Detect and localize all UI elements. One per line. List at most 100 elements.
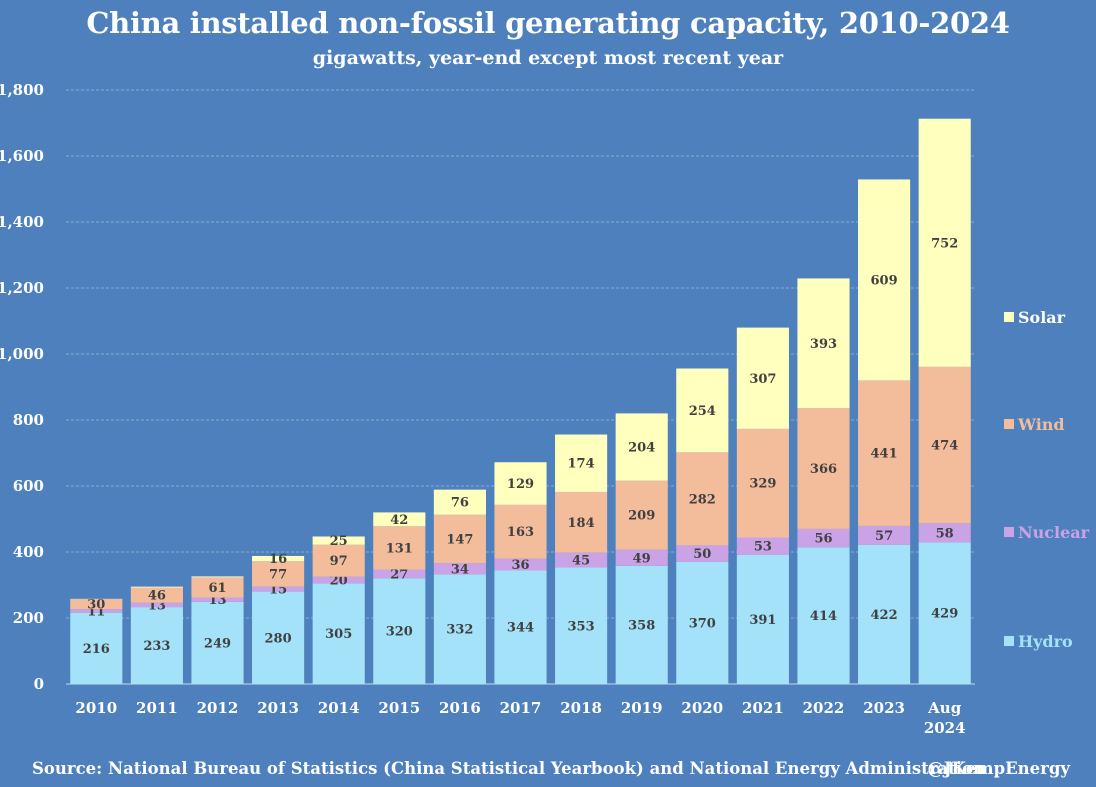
data-label-hydro: 353 (568, 619, 595, 634)
bar-segment-wind (555, 491, 608, 553)
bar-segment-nuclear (70, 609, 123, 613)
legend: Solar Wind Nuclear Hydro (1004, 308, 1090, 651)
bar-segment-nuclear (130, 602, 183, 608)
bar-segment-nuclear (918, 523, 971, 543)
x-tick-label: 2013 (257, 699, 299, 717)
legend-swatch-solar (1004, 312, 1014, 322)
bar-segment-nuclear (373, 569, 426, 579)
x-tick-label: 2014 (318, 699, 360, 717)
y-tick-label: 600 (13, 477, 44, 495)
bar-segment-solar (494, 462, 547, 505)
x-tick-label: 2020 (681, 699, 723, 717)
bar-segment-nuclear (433, 563, 486, 575)
y-tick-label: 0 (34, 675, 44, 693)
bar-segment-solar (373, 512, 426, 527)
data-label-hydro: 422 (871, 608, 898, 623)
bar-segment-nuclear (191, 597, 244, 602)
data-label-hydro: 414 (810, 609, 837, 624)
bar-segment-solar (676, 368, 729, 453)
bar-segment-hydro (615, 565, 668, 684)
data-label-solar: 42 (390, 513, 408, 528)
data-label-wind: 366 (810, 462, 837, 477)
bar-segment-nuclear (555, 552, 608, 568)
data-label-hydro: 344 (507, 621, 534, 636)
bar-segment-solar (191, 576, 244, 578)
x-tick-label: Aug 2024 (924, 699, 966, 737)
author-handle: @JKempEnergy (927, 759, 1070, 778)
data-label-wind: 329 (749, 477, 776, 492)
data-label-nuclear: 36 (511, 558, 529, 573)
bar-segment-nuclear (252, 586, 305, 592)
bar-segment-solar (312, 536, 365, 545)
x-tick-label: 2018 (560, 699, 602, 717)
data-label-solar: 254 (689, 404, 716, 419)
bar-segment-hydro (797, 547, 850, 684)
data-label-nuclear: 50 (693, 547, 711, 562)
data-label-nuclear: 27 (390, 567, 408, 582)
data-label-wind: 282 (689, 492, 716, 507)
bar-segment-hydro (494, 570, 547, 684)
data-label-wind: 30 (87, 598, 105, 613)
bars: 2161130233134624913612801577163052097253… (70, 118, 971, 684)
x-tick-label: 2015 (378, 699, 420, 717)
x-tick-label: 2010 (75, 699, 117, 717)
source-note: Source: National Bureau of Statistics (C… (32, 759, 986, 778)
bar-segment-solar (797, 278, 850, 409)
bar-segment-nuclear (736, 537, 789, 555)
data-label-hydro: 320 (386, 625, 413, 640)
bar-segment-wind (615, 480, 668, 550)
x-tick-label: 2017 (500, 699, 542, 717)
bar-segment-wind (70, 599, 123, 610)
x-tick-label-line: 2024 (924, 719, 966, 737)
x-tick-label: 2012 (197, 699, 239, 717)
y-tick-label: 1,600 (0, 147, 44, 165)
bar-segment-hydro (312, 583, 365, 684)
bar-segment-nuclear (858, 525, 911, 545)
data-label-solar: 16 (269, 552, 287, 567)
bar-segment-wind (736, 428, 789, 538)
data-label-wind: 474 (931, 439, 958, 454)
x-tick-label: 2022 (803, 699, 845, 717)
bar-segment-solar (433, 489, 486, 515)
data-label-hydro: 391 (749, 613, 776, 628)
bar-segment-wind (252, 561, 305, 587)
bar-segment-hydro (130, 607, 183, 684)
bar-segment-wind (191, 577, 244, 598)
data-label-hydro: 233 (143, 639, 170, 654)
x-tick-label: 2011 (136, 699, 178, 717)
bar-segment-solar (858, 179, 911, 381)
bar-segment-wind (676, 452, 729, 546)
data-label-hydro: 216 (83, 642, 110, 657)
data-label-nuclear: 34 (451, 562, 469, 577)
y-tick-label: 1,200 (0, 279, 44, 297)
data-label-solar: 76 (451, 496, 469, 511)
data-label-solar: 174 (568, 457, 595, 472)
bar-segment-hydro (191, 601, 244, 684)
data-label-hydro: 249 (204, 636, 231, 651)
data-label-wind: 147 (446, 532, 473, 547)
bar-segment-solar (736, 327, 789, 429)
data-label-nuclear: 57 (875, 529, 893, 544)
chart-subtitle: gigawatts, year-end except most recent y… (312, 47, 784, 69)
y-tick-label: 1,800 (0, 81, 44, 99)
bar-segment-wind (494, 504, 547, 559)
data-label-solar: 129 (507, 477, 534, 492)
bar-segment-solar (130, 586, 183, 588)
data-label-hydro: 429 (931, 607, 958, 622)
data-label-hydro: 332 (446, 623, 473, 638)
legend-label-hydro: Hydro (1018, 632, 1073, 651)
y-tick-label: 200 (13, 609, 44, 627)
data-label-wind: 209 (628, 509, 655, 524)
legend-label-nuclear: Nuclear (1018, 523, 1090, 542)
bar-segment-hydro (433, 574, 486, 684)
data-label-nuclear: 20 (330, 574, 348, 589)
data-label-nuclear: 53 (754, 540, 772, 555)
y-axis: 0 200 400 600 800 1,000 1,200 1,400 1,600 1,800 (0, 81, 44, 693)
y-tick-label: 1,400 (0, 213, 44, 231)
bar-segment-hydro (858, 544, 911, 684)
data-label-hydro: 305 (325, 627, 352, 642)
bar-segment-hydro (918, 542, 971, 684)
data-label-hydro: 280 (265, 631, 292, 646)
x-tick-label-line: Aug (927, 699, 962, 717)
